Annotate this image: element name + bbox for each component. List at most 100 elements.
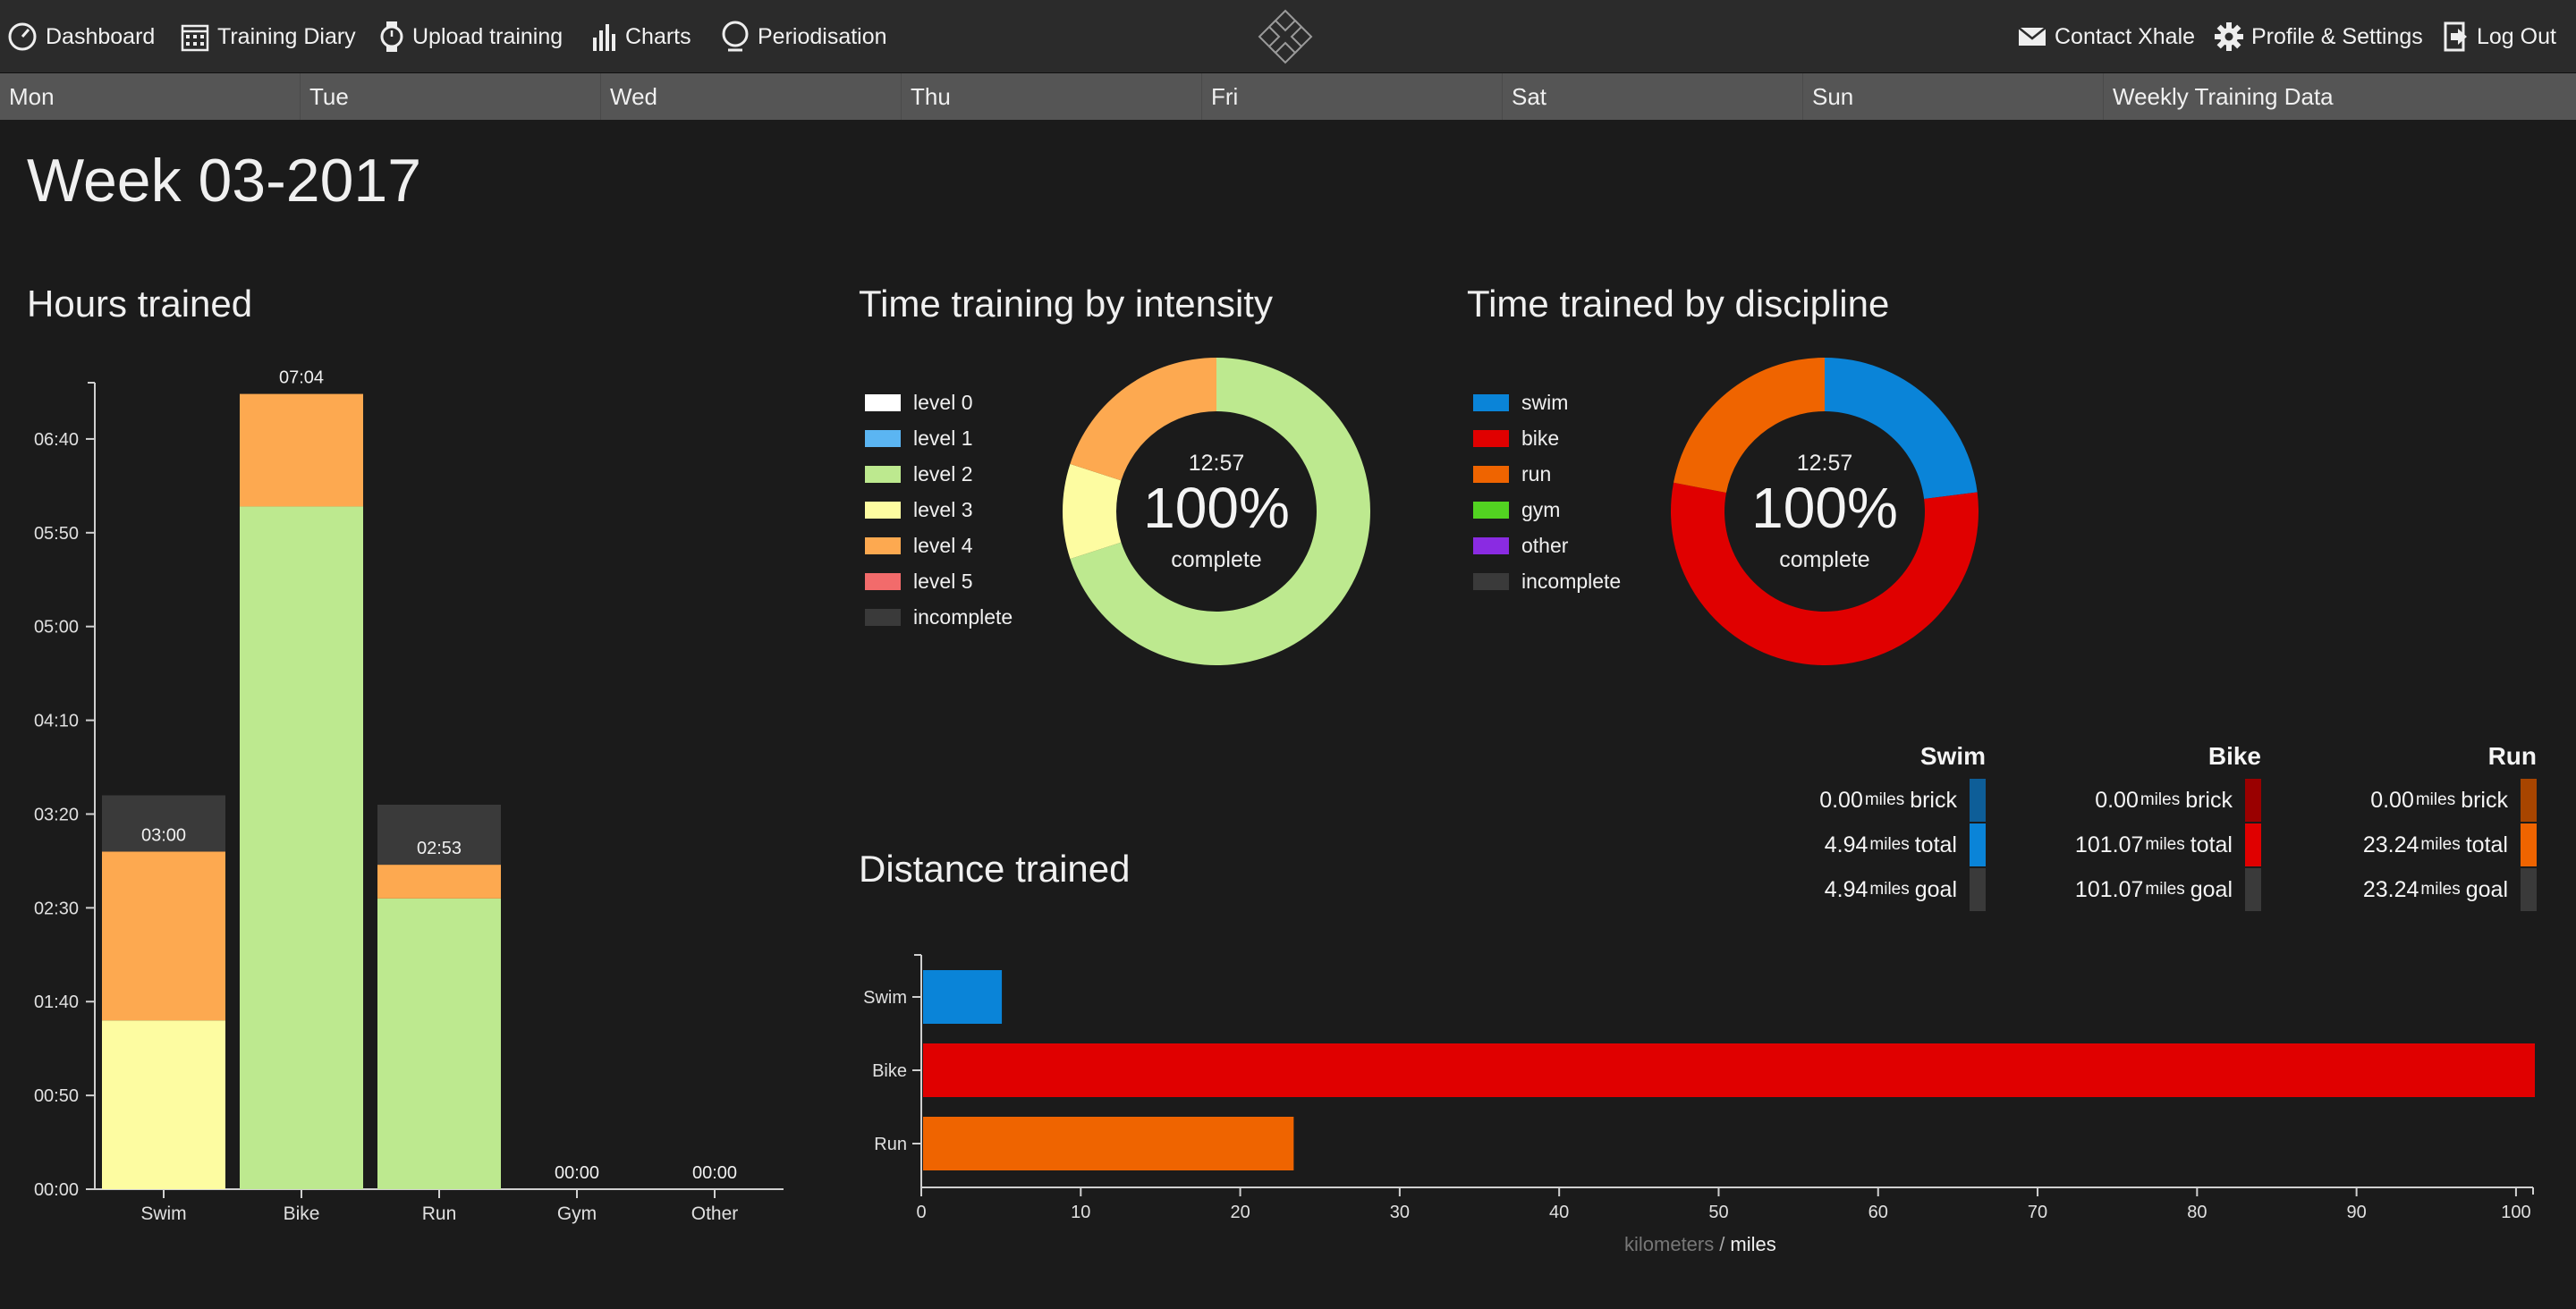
tab-tue[interactable]: Tue <box>301 73 601 120</box>
intensity-legend-item[interactable]: level 1 <box>865 425 972 452</box>
tab-sun[interactable]: Sun <box>1803 73 2104 120</box>
bike-total-value: 101.07 <box>2074 832 2144 857</box>
intensity-legend-item[interactable]: level 4 <box>865 532 972 559</box>
discipline-legend-swatch <box>1473 429 1509 447</box>
swim-brick-value: 0.00 <box>1819 787 1863 813</box>
intensity-legend-label: level 2 <box>913 461 973 486</box>
bar-chart-icon <box>593 24 615 51</box>
calendar-icon <box>181 24 209 52</box>
swim-goal-row: 4.94 miles goal <box>1717 868 1986 911</box>
nav-dashboard-label: Dashboard <box>46 23 156 49</box>
bike-goal-row: 101.07 miles goal <box>1993 868 2261 911</box>
discipline-legend-swatch <box>1473 536 1509 554</box>
unit-separator: / <box>1719 1233 1725 1255</box>
nav-logout[interactable]: Log Out <box>2444 0 2556 73</box>
unit-label: miles <box>2415 790 2456 809</box>
x-tick-label: 20 <box>1230 1203 1250 1222</box>
y-tick-label: 00:50 <box>34 1086 79 1106</box>
kilometers-toggle[interactable]: kilometers <box>1624 1233 1715 1255</box>
swim-goal-value: 4.94 <box>1824 876 1868 902</box>
donut-slice-level-2 <box>1070 358 1370 665</box>
x-tick-label: 40 <box>1549 1203 1569 1222</box>
total-label: total <box>1914 832 1957 857</box>
distance-trained-chart: 0 10 20 30 40 50 60 70 80 90 100 Swim Bike Run <box>863 954 2535 1222</box>
discipline-legend-item[interactable]: run <box>1473 460 1551 487</box>
tab-thu[interactable]: Thu <box>902 73 1202 120</box>
tab-fri[interactable]: Fri <box>1202 73 1503 120</box>
discipline-center-time: 12:57 <box>1797 451 1853 476</box>
nav-periodisation[interactable]: Periodisation <box>721 0 887 73</box>
periodisation-icon <box>722 21 749 52</box>
bar-value-label: 00:00 <box>555 1163 599 1183</box>
total-label: total <box>2465 832 2508 857</box>
discipline-legend-item[interactable]: swim <box>1473 389 1568 416</box>
intensity-legend-label: level 0 <box>913 390 973 414</box>
nav-contact[interactable]: Contact Xhale <box>2018 0 2195 73</box>
run-stats-title: Run <box>2487 742 2537 770</box>
swim-brick-row: 0.00 miles brick <box>1717 779 1986 822</box>
hours-trained-chart: 00:00 00:50 01:40 02:30 03:20 04:10 05:00 05:50… <box>34 368 784 1224</box>
y-tick-label: Bike <box>872 1061 907 1081</box>
discipline-legend-item[interactable]: other <box>1473 532 1568 559</box>
intensity-legend-swatch <box>865 608 901 626</box>
bike-goal-value: 101.07 <box>2074 876 2144 902</box>
x-tick-label: Run <box>422 1203 457 1224</box>
distance-trained-title: Distance trained <box>859 848 1131 890</box>
run-goal-row: 23.24 miles goal <box>2268 868 2537 911</box>
tab-wed[interactable]: Wed <box>601 73 902 120</box>
discipline-legend-label: gym <box>1521 497 1561 521</box>
y-tick-label: 04:10 <box>34 712 79 731</box>
run-total-bar <box>2521 823 2537 866</box>
discipline-legend-swatch <box>1473 572 1509 590</box>
intensity-legend-item[interactable]: incomplete <box>865 604 1013 630</box>
intensity-donut-chart: 12:57 100% complete <box>1063 358 1370 665</box>
nav-dashboard[interactable]: Dashboard <box>7 0 155 73</box>
bike-goal-bar <box>2245 868 2261 911</box>
discipline-title: Time trained by discipline <box>1467 283 1890 325</box>
miles-toggle[interactable]: miles <box>1730 1233 1776 1255</box>
intensity-legend-item[interactable]: level 5 <box>865 568 972 595</box>
nav-upload-training-label: Upload training <box>412 23 564 49</box>
tab-mon[interactable]: Mon <box>0 73 301 120</box>
discipline-legend-label: bike <box>1521 426 1560 450</box>
discipline-legend-swatch <box>1473 465 1509 483</box>
bar-value-label: 03:00 <box>141 825 186 845</box>
bike-brick-row: 0.00 miles brick <box>1993 779 2261 822</box>
tab-weekly-training-data[interactable]: Weekly Training Data <box>2113 82 2334 110</box>
nav-training-diary-label: Training Diary <box>217 23 356 49</box>
bar-value-label: 07:04 <box>279 368 324 388</box>
nav-training-diary[interactable]: Training Diary <box>181 0 356 73</box>
x-tick-label: Swim <box>140 1203 186 1224</box>
dashboard-icon <box>8 22 37 51</box>
discipline-donut-chart: 12:57 100% complete <box>1671 358 1979 665</box>
nav-upload-training[interactable]: Upload training <box>379 0 563 73</box>
swim-brick-bar <box>1970 779 1986 822</box>
x-tick-label: Bike <box>284 1203 320 1224</box>
bike-brick-bar <box>2245 779 2261 822</box>
discipline-legend-label: incomplete <box>1521 569 1622 593</box>
x-tick-label: 50 <box>1708 1203 1728 1222</box>
tab-sat[interactable]: Sat <box>1503 73 1803 120</box>
nav-charts-label: Charts <box>625 23 691 49</box>
page-title: Week 03-2017 <box>27 147 422 215</box>
donut-slice-bike <box>1671 482 1979 665</box>
discipline-legend-item[interactable]: incomplete <box>1473 568 1621 595</box>
discipline-legend-item[interactable]: bike <box>1473 425 1559 452</box>
x-tick-label: 60 <box>1868 1203 1888 1222</box>
nav-charts[interactable]: Charts <box>592 0 691 73</box>
bar-segment-level-2 <box>240 506 363 1189</box>
intensity-center-time: 12:57 <box>1189 451 1245 476</box>
bike-total-row: 101.07 miles total <box>1993 823 2261 866</box>
intensity-legend-item[interactable]: level 3 <box>865 496 972 523</box>
discipline-legend-item[interactable]: gym <box>1473 496 1560 523</box>
y-tick-label: 05:00 <box>34 618 79 638</box>
intensity-legend-swatch <box>865 501 901 519</box>
unit-label: miles <box>1869 880 1910 899</box>
run-total-value: 23.24 <box>2362 832 2419 857</box>
intensity-legend-item[interactable]: level 0 <box>865 389 972 416</box>
intensity-legend-item[interactable]: level 2 <box>865 460 972 487</box>
nav-profile-settings[interactable]: Profile & Settings <box>2215 0 2423 73</box>
nav-contact-label: Contact Xhale <box>2055 23 2196 49</box>
intensity-legend-swatch <box>865 393 901 411</box>
goal-label: goal <box>2190 876 2233 902</box>
